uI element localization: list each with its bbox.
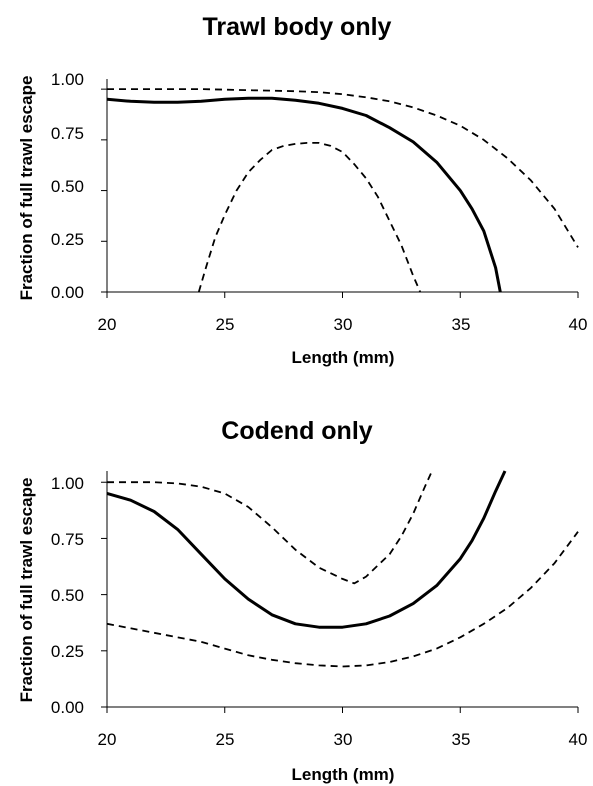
- chart-title: Codend only: [221, 417, 372, 445]
- y-tick-labels: 0.00 0.25 0.50 0.75 1.00: [51, 474, 84, 717]
- x-tick-label: 25: [216, 730, 235, 749]
- y-tick-label: 1.00: [51, 474, 84, 493]
- y-tick-label: 0.00: [51, 283, 84, 302]
- y-tick-label: 0.25: [51, 230, 84, 249]
- x-tick-label: 20: [98, 315, 117, 334]
- confidence-bound-line: [107, 470, 433, 585]
- y-tick-label: 0.75: [51, 124, 84, 143]
- plot-area: [101, 470, 579, 713]
- estimate-line: [107, 470, 507, 629]
- y-tick-label: 0.50: [51, 177, 84, 196]
- y-tick-label: 0.00: [51, 698, 84, 717]
- y-tick-labels: 0.00 0.25 0.50 0.75 1.00: [51, 70, 84, 302]
- y-tick-label: 0.75: [51, 530, 84, 549]
- estimate-line: [107, 96, 502, 292]
- confidence-bound-line: [107, 531, 579, 668]
- x-tick-label: 40: [569, 730, 588, 749]
- y-tick-label: 0.50: [51, 586, 84, 605]
- x-tick-label: 25: [216, 315, 235, 334]
- plot-area: [101, 79, 579, 298]
- y-tick-label: 0.25: [51, 642, 84, 661]
- x-tick-label: 30: [334, 315, 353, 334]
- panel-trawl-body: Trawl body only Fraction of full trawl e…: [17, 13, 587, 367]
- x-axis-title: Length (mm): [292, 765, 395, 784]
- panel-codend: Codend only Fraction of full trawl escap…: [17, 417, 587, 784]
- confidence-bound-line: [107, 88, 579, 248]
- x-tick-labels: 20 25 30 35 40: [98, 730, 588, 749]
- x-tick-label: 30: [334, 730, 353, 749]
- x-tick-label: 35: [452, 315, 471, 334]
- x-tick-label: 20: [98, 730, 117, 749]
- x-axis-title: Length (mm): [292, 348, 395, 367]
- x-tick-label: 35: [452, 730, 471, 749]
- chart-title: Trawl body only: [203, 13, 392, 41]
- y-tick-label: 1.00: [51, 70, 84, 89]
- x-tick-labels: 20 25 30 35 40: [98, 315, 588, 334]
- y-axis-title: Fraction of full trawl escape: [17, 76, 36, 301]
- y-axis-title: Fraction of full trawl escape: [17, 478, 36, 703]
- x-tick-label: 40: [569, 315, 588, 334]
- confidence-bound-line: [197, 141, 422, 292]
